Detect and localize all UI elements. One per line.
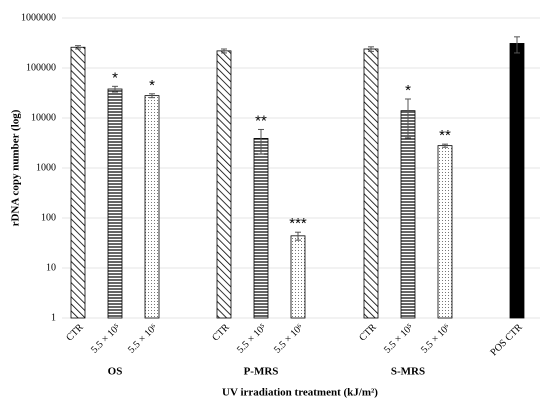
bar bbox=[216, 50, 232, 319]
y-tick-label: 1000 bbox=[36, 162, 56, 173]
y-tick-label: 100 bbox=[41, 212, 56, 223]
x-tick-label: 5.5 × 10⁵ bbox=[382, 322, 416, 356]
bar bbox=[363, 48, 379, 319]
significance-label: * bbox=[405, 82, 411, 99]
x-tick-label: CTR bbox=[64, 322, 86, 344]
x-tick-label: 5.5 × 10⁶ bbox=[419, 322, 453, 356]
bar bbox=[509, 43, 525, 319]
significance-label: *** bbox=[289, 215, 307, 232]
y-tick-label: 10000 bbox=[31, 112, 56, 123]
x-tick-label: 5.5 × 10⁶ bbox=[126, 322, 160, 356]
group-label: OS bbox=[108, 366, 123, 378]
y-tick-label: 10 bbox=[46, 262, 56, 273]
group-label: S-MRS bbox=[391, 366, 425, 378]
x-tick-label: CTR bbox=[210, 322, 232, 344]
y-axis-title: rDNA copy number (log) bbox=[10, 109, 22, 226]
y-tick-label: 100000 bbox=[26, 62, 56, 73]
bar bbox=[107, 88, 123, 319]
significance-label: * bbox=[112, 69, 118, 86]
bar bbox=[400, 110, 416, 319]
y-tick-label: 1000000 bbox=[21, 12, 56, 23]
significance-label: * bbox=[149, 77, 155, 94]
bar bbox=[144, 95, 160, 319]
group-label: P-MRS bbox=[244, 366, 279, 378]
x-tick-label: 5.5 × 10⁵ bbox=[235, 322, 269, 356]
significance-label: ** bbox=[439, 127, 451, 144]
significance-label: ** bbox=[255, 112, 267, 129]
bar bbox=[253, 138, 269, 319]
x-tick-label: 5.5 × 10⁵ bbox=[89, 322, 123, 356]
x-axis-title: UV irradiation treatment (kJ/m²) bbox=[222, 387, 378, 399]
bar bbox=[437, 145, 453, 319]
x-tick-label: 5.5 × 10⁶ bbox=[272, 322, 306, 356]
x-tick-label: CTR bbox=[357, 322, 379, 344]
x-tick-label: POS CTR bbox=[488, 322, 525, 359]
bar bbox=[290, 235, 306, 319]
y-tick-label: 1 bbox=[51, 312, 56, 323]
bar bbox=[70, 46, 86, 319]
